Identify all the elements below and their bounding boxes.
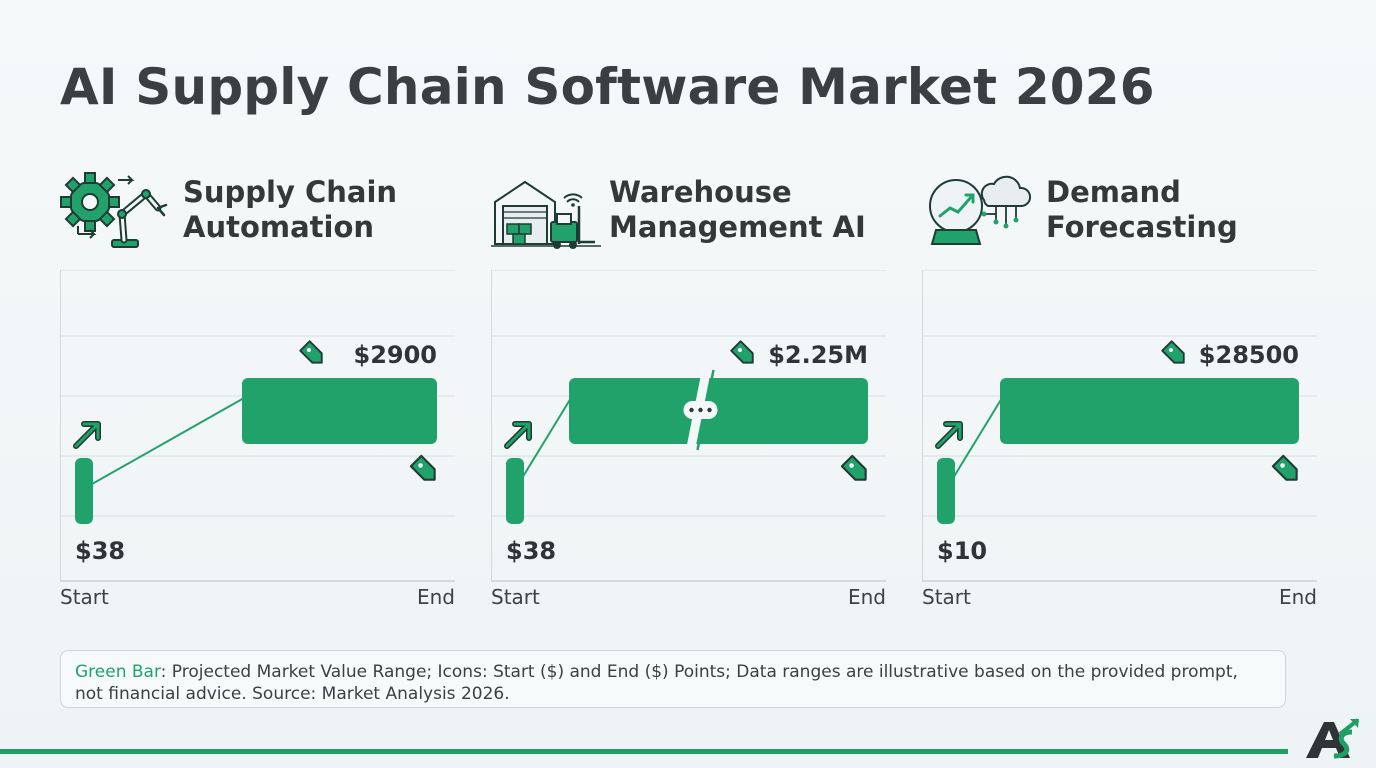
gear-robot-arm-icon	[60, 172, 168, 248]
price-tag-icon	[1161, 340, 1185, 364]
start-value-label: $38	[506, 537, 556, 565]
bar-start	[937, 458, 955, 524]
bar-start	[506, 458, 524, 524]
chart-panel-demand-forecasting: Demand Forecasting $10 $28500 Start End	[922, 165, 1317, 615]
start-value-label: $38	[75, 537, 125, 565]
bar-end	[1000, 378, 1299, 444]
crystal-ball-cloud-icon	[929, 175, 1031, 245]
arrow-up-right-icon	[504, 421, 532, 449]
arrow-up-right-icon	[935, 421, 963, 449]
bar-end	[242, 378, 437, 444]
legend-text: : Projected Market Value Range; Icons: S…	[75, 662, 1238, 704]
page-title: AI Supply Chain Software Market 2026	[60, 58, 1155, 116]
warehouse-forklift-icon	[491, 180, 601, 249]
connector-line	[515, 397, 572, 489]
chart-panel-supply-chain-automation: Supply Chain Automation $38 $2900 Start E…	[60, 165, 455, 615]
chart-plot: $38 $2900	[60, 270, 455, 582]
bar-end	[569, 378, 868, 444]
axis-break-icon	[683, 369, 718, 451]
chart-panel-warehouse-management-ai: Warehouse Management AI $38 $2.25M Start …	[491, 165, 886, 615]
panel-header: Warehouse Management AI	[491, 165, 886, 255]
x-tick-label-start: Start	[922, 585, 971, 609]
arrow-up-right-icon	[73, 421, 101, 449]
bottom-rule	[0, 749, 1288, 754]
end-value-label: $2900	[354, 341, 438, 369]
panel-title: Warehouse Management AI	[609, 175, 866, 244]
end-value-label: $2.25M	[768, 341, 868, 369]
bar-start	[75, 458, 93, 524]
x-tick-label-end: End	[847, 585, 886, 609]
price-tag-icon	[1271, 454, 1298, 481]
legend-key: Green Bar	[75, 662, 161, 682]
price-tag-icon	[299, 340, 323, 364]
x-tick-label-end: End	[1278, 585, 1317, 609]
legend-note: Green Bar: Projected Market Value Range;…	[60, 650, 1286, 708]
start-value-label: $10	[937, 537, 987, 565]
panel-title: Demand Forecasting	[1046, 175, 1238, 244]
x-tick-label-end: End	[416, 585, 455, 609]
panel-header: Demand Forecasting	[922, 165, 1317, 255]
price-tag-icon	[730, 340, 754, 364]
chart-plot: $38 $2.25M	[491, 270, 886, 582]
price-tag-icon	[840, 454, 867, 481]
price-tag-icon	[409, 454, 436, 481]
panel-header: Supply Chain Automation	[60, 165, 455, 255]
x-tick-label-start: Start	[60, 585, 109, 609]
chart-plot: $10 $28500	[922, 270, 1317, 582]
x-tick-label-start: Start	[491, 585, 540, 609]
end-value-label: $28500	[1199, 341, 1299, 369]
panel-title: Supply Chain Automation	[183, 175, 398, 244]
connector-line	[946, 397, 1003, 489]
brand-logo-icon	[1306, 718, 1360, 759]
connector-line	[84, 397, 245, 489]
